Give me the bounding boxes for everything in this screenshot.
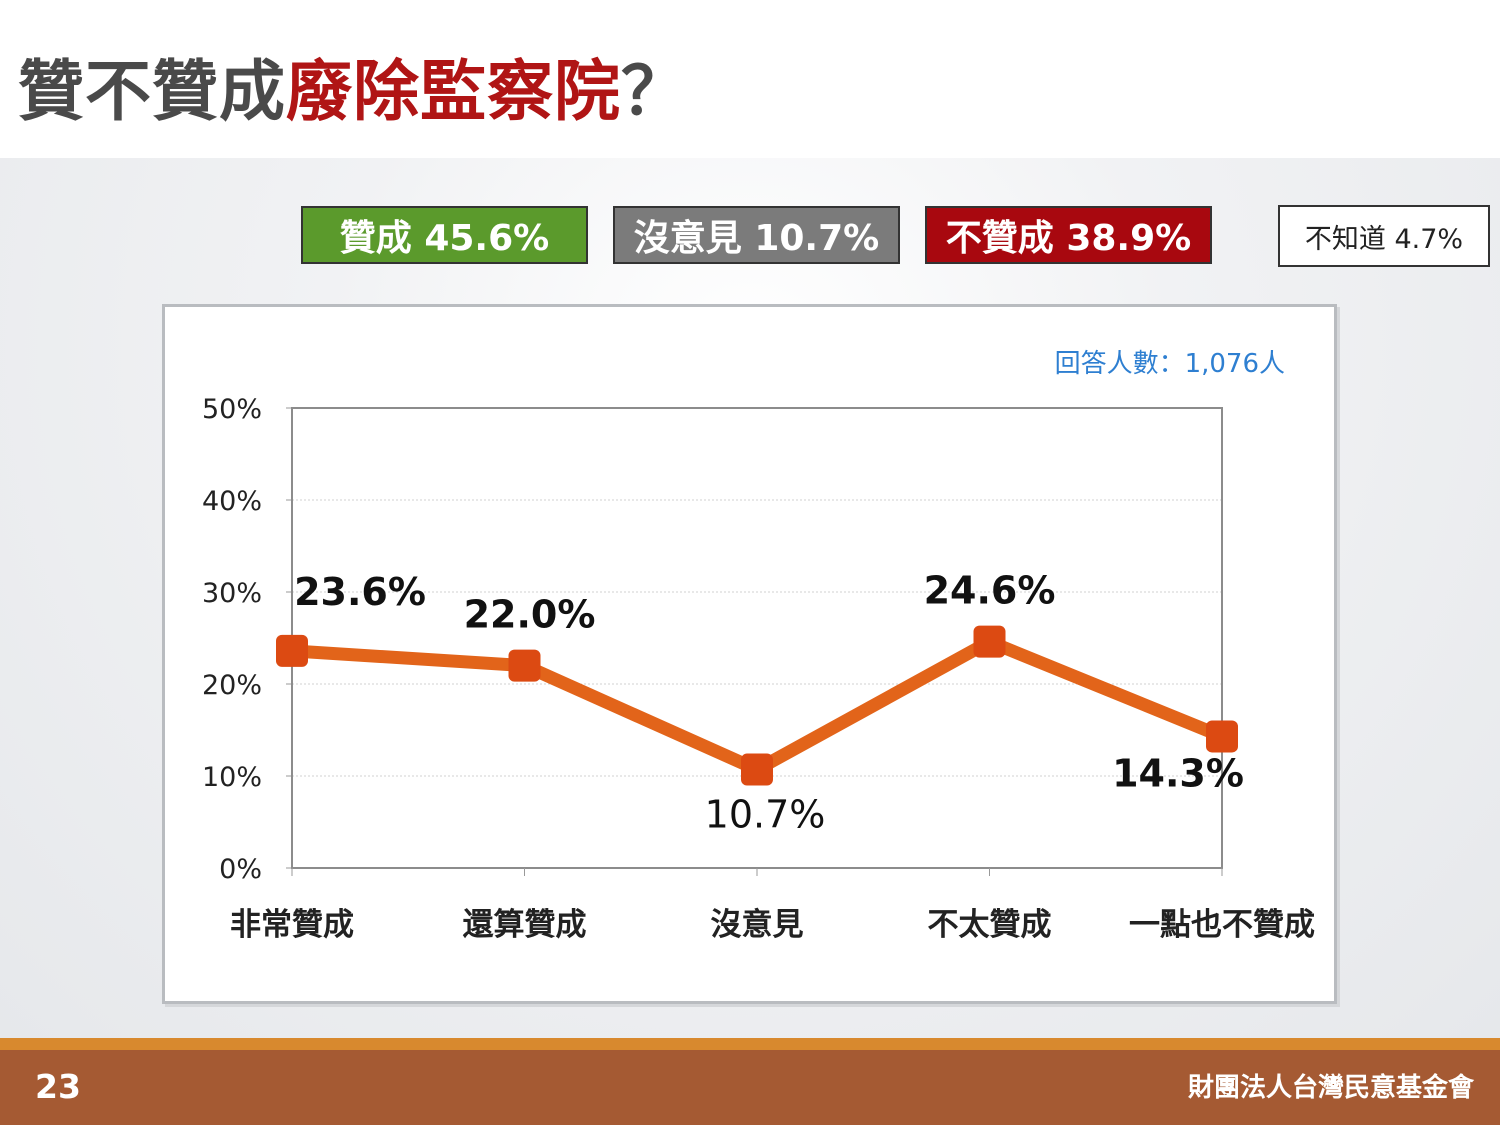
title-prefix: 贊不贊成 — [18, 53, 286, 130]
summary-unknown-box: 不知道 4.7% — [1278, 205, 1490, 267]
data-point — [741, 753, 773, 786]
y-tick-label: 10% — [202, 762, 262, 793]
x-tick-label: 一點也不贊成 — [1129, 907, 1315, 943]
data-label: 10.7% — [705, 793, 826, 837]
title-highlight: 廢除監察院 — [286, 53, 621, 130]
x-tick-label: 不太贊成 — [928, 907, 1052, 943]
data-label: 22.0% — [464, 593, 596, 637]
y-tick-label: 20% — [202, 670, 262, 701]
y-tick-label: 30% — [202, 578, 262, 609]
footer-stripe — [0, 1038, 1500, 1050]
y-tick-label: 0% — [219, 854, 262, 885]
respondents-note: 回答人數：1,076人 — [1055, 349, 1285, 379]
x-tick-label: 沒意見 — [711, 907, 804, 943]
x-tick-label: 還算贊成 — [463, 907, 587, 943]
slide-title: 贊不贊成廢除監察院？ — [18, 38, 688, 134]
y-tick-label: 40% — [202, 486, 262, 517]
series-line — [285, 635, 1229, 777]
data-label: 24.6% — [924, 569, 1056, 613]
y-tick-label: 50% — [202, 394, 262, 425]
data-label: 14.3% — [1112, 751, 1244, 795]
summary-disagree-box: 不贊成 38.9% — [925, 206, 1212, 264]
organization-name: 財團法人台灣民意基金會 — [1187, 1073, 1474, 1103]
data-point — [1206, 720, 1238, 753]
summary-neutral-box: 沒意見 10.7% — [613, 206, 900, 264]
x-tick-label: 非常贊成 — [230, 907, 354, 943]
data-label: 23.6% — [294, 570, 426, 614]
chart-panel: 0% 10% 20% 30% 40% 50% 非常贊成 還算贊成 沒意見 不太贊成 一點也不贊成 23… — [162, 304, 1337, 1004]
summary-agree-box: 贊成 45.6% — [301, 206, 588, 264]
line-chart: 0% 10% 20% 30% 40% 50% 非常贊成 還算贊成 沒意見 不太贊成 一點也不贊成 23… — [202, 349, 1315, 943]
page-number: 23 — [35, 1067, 81, 1106]
title-suffix: ？ — [621, 53, 688, 130]
data-point — [973, 625, 1006, 658]
footer-bar — [0, 1050, 1500, 1125]
data-point — [508, 649, 541, 682]
data-point — [276, 634, 308, 667]
